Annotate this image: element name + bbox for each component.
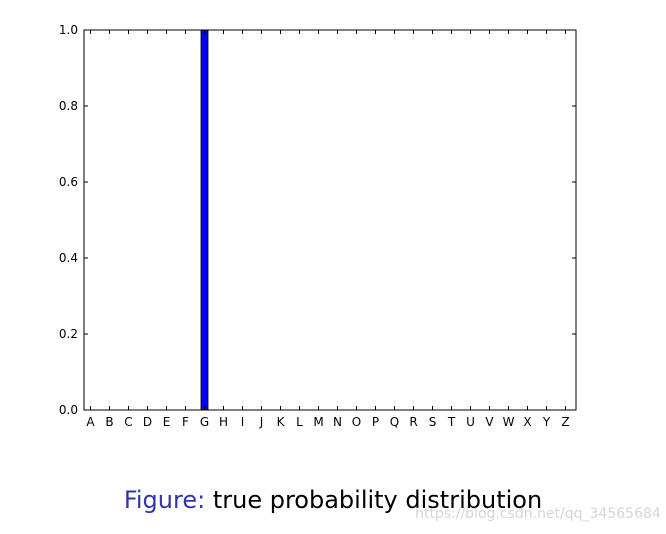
y-tick-label: 1.0 xyxy=(59,23,78,37)
y-tick-label: 0.6 xyxy=(59,175,78,189)
plot-frame xyxy=(83,29,577,411)
bar-G xyxy=(200,29,209,411)
x-tick-label: T xyxy=(447,415,456,429)
x-tick-label: L xyxy=(296,415,303,429)
x-tick-label: R xyxy=(409,415,417,429)
x-tick-label: F xyxy=(182,415,189,429)
x-tick-label: M xyxy=(313,415,323,429)
x-tick-label: V xyxy=(485,415,494,429)
bars-layer xyxy=(200,29,209,411)
x-tick-label: W xyxy=(503,415,515,429)
figure-caption: Figure: true probability distribution xyxy=(0,486,666,514)
x-tick-label: P xyxy=(372,415,379,429)
x-tick-label: Y xyxy=(542,415,551,429)
x-tick-label: U xyxy=(466,415,475,429)
x-tick-label: S xyxy=(429,415,437,429)
x-tick-label: Z xyxy=(561,415,569,429)
y-tick-label: 0.8 xyxy=(59,99,78,113)
y-tick-label: 0.0 xyxy=(59,403,78,417)
x-tick-label: K xyxy=(277,415,286,429)
caption-prefix: Figure: xyxy=(123,486,206,514)
y-tick-label: 0.2 xyxy=(59,327,78,341)
x-tick-label: A xyxy=(86,415,95,429)
x-tick-label: E xyxy=(163,415,171,429)
x-tick-label: N xyxy=(333,415,342,429)
x-tick-label: B xyxy=(105,415,113,429)
x-tick-label: Q xyxy=(390,415,399,429)
y-tick-label: 0.4 xyxy=(59,251,78,265)
caption-text: true probability distribution xyxy=(212,486,543,514)
x-tick-label: G xyxy=(200,415,209,429)
watermark: https://blog.csdn.net/qq_34565684 xyxy=(415,506,661,522)
x-tick-label: X xyxy=(523,415,531,429)
x-tick-label: J xyxy=(259,415,264,429)
x-tick-label: D xyxy=(143,415,152,429)
x-tick-label: C xyxy=(124,415,132,429)
x-tick-label: O xyxy=(352,415,361,429)
x-tick-label: H xyxy=(219,415,228,429)
ticks-layer: A B C D E F G H I J K L M N O P Q R S T U V W X Y Z 0.0 0.2 0.4 0.6 0.… xyxy=(59,23,576,429)
x-tick-label: I xyxy=(241,415,245,429)
